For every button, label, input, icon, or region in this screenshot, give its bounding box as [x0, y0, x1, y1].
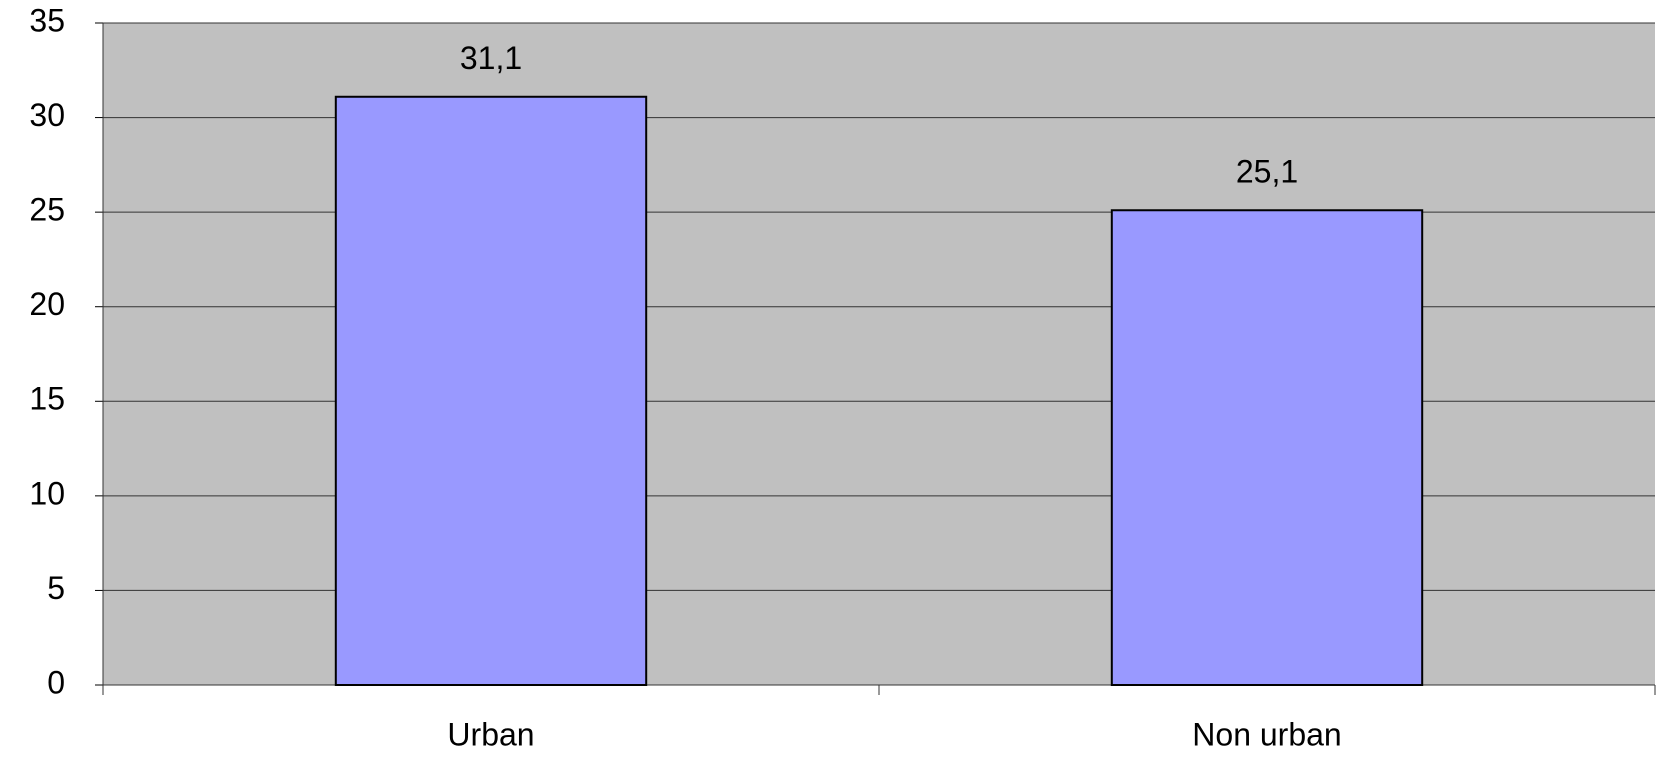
bar [334, 95, 648, 687]
y-tick-label: 30 [29, 97, 65, 133]
y-tick-label: 20 [29, 286, 65, 322]
x-tick-label: Non urban [1192, 716, 1341, 752]
value-label: 31,1 [460, 40, 522, 76]
x-tick-label: Urban [447, 716, 534, 752]
y-tick-label: 15 [29, 381, 65, 417]
y-tick-label: 0 [47, 664, 65, 700]
y-tick-label: 35 [29, 2, 65, 38]
y-tick-label: 10 [29, 475, 65, 511]
y-tick-label: 5 [47, 570, 65, 606]
value-label: 25,1 [1236, 154, 1298, 190]
bar [1110, 209, 1424, 686]
y-tick-label: 25 [29, 192, 65, 228]
